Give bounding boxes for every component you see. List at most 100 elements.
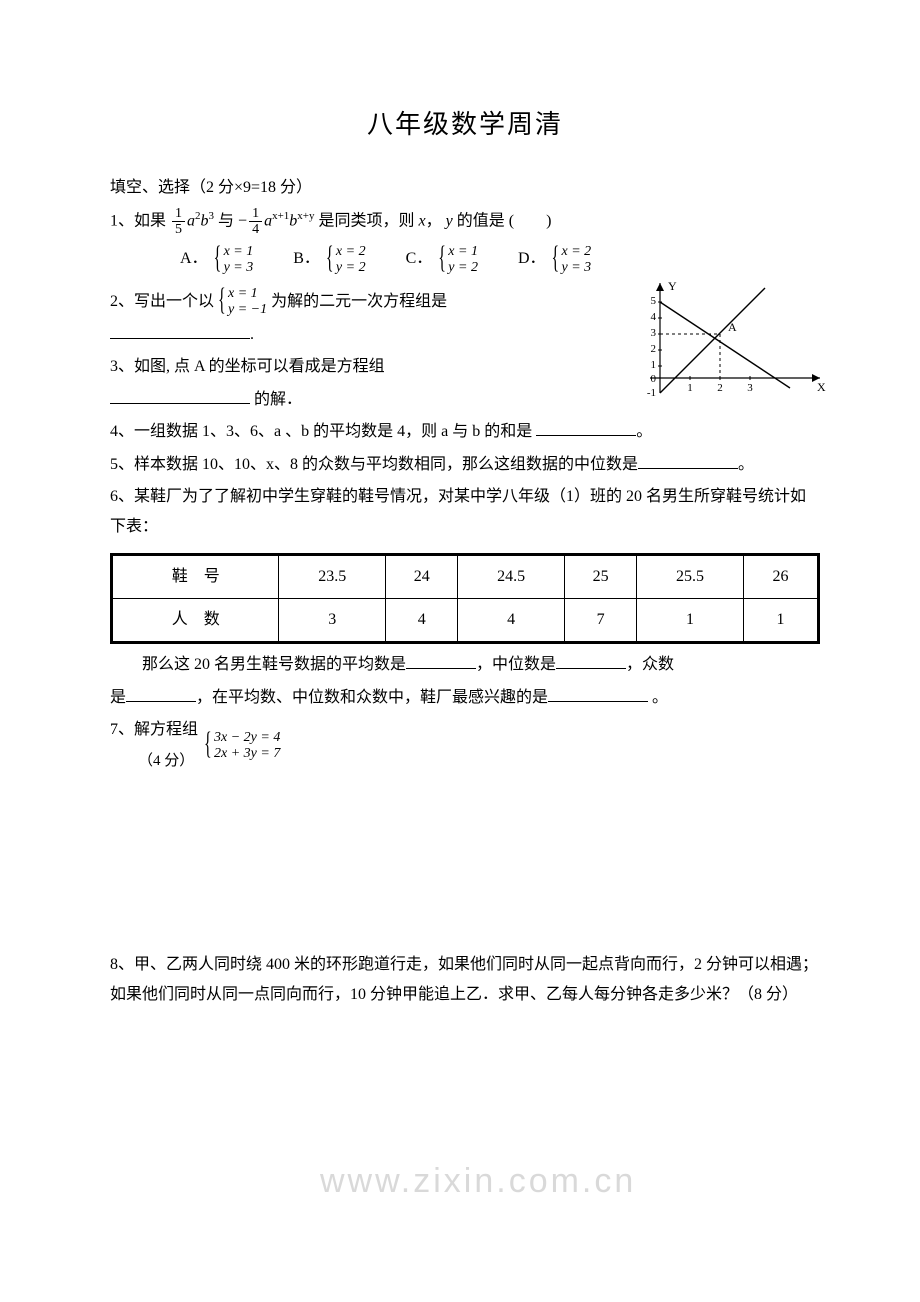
var-x: x [419, 212, 426, 229]
frac-num: 1 [249, 206, 262, 222]
td: 4 [458, 599, 565, 643]
neg-sign: − [238, 212, 247, 229]
td: 4 [386, 599, 458, 643]
ytick: 3 [651, 327, 657, 339]
text: 与 [218, 212, 234, 229]
brace: x = 2 y = 2 [326, 244, 366, 276]
question-7: 7、解方程组 （4 分） 3x − 2y = 4 2x + 3y = 7 [110, 715, 820, 776]
eq: x = 2 [336, 244, 366, 260]
text: ，众数 [626, 656, 674, 673]
exp: x+1 [272, 210, 289, 222]
question-4: 4、一组数据 1、3、6、a 、b 的平均数是 4，则 a 与 b 的和是 。 [110, 417, 820, 447]
frac-den: 5 [172, 222, 185, 237]
option-b: B． x = 2 y = 2 [293, 244, 365, 276]
option-label: A． [180, 244, 208, 274]
ytick: 1 [651, 359, 657, 371]
question-1: 1、如果 1 5 a2b3 与 − 1 4 ax+1bx+y 是同类项，则 x，… [110, 206, 820, 238]
xtick: 3 [747, 382, 753, 394]
option-c: C． x = 1 y = 2 [406, 244, 478, 276]
eq: y = 3 [562, 260, 592, 276]
eq: y = −1 [228, 302, 267, 318]
q1-prefix: 1、如果 [110, 212, 166, 229]
var-b: b [201, 212, 209, 229]
exp: x+y [297, 210, 314, 222]
ytick: 5 [651, 295, 657, 307]
xtick: 2 [717, 382, 723, 394]
ytick: 2 [651, 343, 657, 355]
text: 4、一组数据 1、3、6、a 、b 的平均数是 4，则 a 与 b 的和是 [110, 423, 536, 440]
option-a: A． x = 1 y = 3 [180, 244, 253, 276]
question-6-tail: 那么这 20 名男生鞋号数据的平均数是，中位数是，众数 [110, 650, 820, 680]
option-label: B． [293, 244, 320, 274]
text: 的解． [250, 391, 302, 408]
td: 1 [743, 599, 818, 643]
blank [126, 685, 196, 702]
blank [110, 322, 250, 339]
blank [638, 452, 738, 469]
ytick: -1 [647, 387, 656, 399]
text: . [250, 326, 254, 343]
th: 26 [743, 554, 818, 598]
ytick: 0 [651, 373, 657, 385]
question-8: 8、甲、乙两人同时绕 400 米的环形跑道行走，如果他们同时从同一起点背向而行，… [110, 950, 820, 1011]
question-5: 5、样本数据 10、10、x、8 的众数与平均数相同，那么这组数据的中位数是。 [110, 450, 820, 480]
var-y: y [446, 212, 453, 229]
coordinate-graph: X Y 5 4 3 2 1 0 -1 1 2 3 [620, 278, 830, 408]
text: 是同类项，则 [319, 212, 415, 229]
blank [548, 685, 648, 702]
brace: x = 1 y = −1 [218, 286, 267, 318]
text: 2、写出一个以 [110, 293, 214, 310]
th: 25 [565, 554, 637, 598]
question-6-tail-2: 是 ，在平均数、中位数和众数中，鞋厂最感兴趣的是 。 [110, 683, 820, 713]
table-row: 人 数 3 4 4 7 1 1 [112, 599, 819, 643]
var-a: a [264, 212, 272, 229]
text: 7、解方程组 [110, 721, 198, 738]
text: 是 [110, 689, 126, 706]
option-label: C． [406, 244, 433, 274]
q1-options: A． x = 1 y = 3 B． x = 2 y = 2 C． x = 1 y… [180, 244, 820, 276]
th: 24 [386, 554, 458, 598]
eq: x = 2 [562, 244, 592, 260]
text: 为解的二元一次方程组是 [271, 293, 447, 310]
eq: x = 1 [448, 244, 478, 260]
eq: 2x + 3y = 7 [214, 746, 280, 762]
workspace [110, 778, 820, 948]
eq: y = 3 [224, 260, 254, 276]
td: 3 [279, 599, 386, 643]
point-a-label: A [728, 320, 737, 334]
eq: y = 2 [448, 260, 478, 276]
blank [406, 652, 476, 669]
ytick: 4 [651, 311, 657, 323]
td: 7 [565, 599, 637, 643]
var-a: a [187, 212, 195, 229]
brace: x = 1 y = 3 [214, 244, 254, 276]
blank [536, 419, 636, 436]
text: 5、样本数据 10、10、x、8 的众数与平均数相同，那么这组数据的中位数是 [110, 456, 638, 473]
td: 人 数 [112, 599, 279, 643]
blank [556, 652, 626, 669]
brace: x = 2 y = 3 [552, 244, 592, 276]
eq: 3x − 2y = 4 [214, 730, 280, 746]
shoe-table: 鞋 号 23.5 24 24.5 25 25.5 26 人 数 3 4 4 7 … [110, 553, 820, 645]
text: ，中位数是 [476, 656, 556, 673]
text: ，在平均数、中位数和众数中，鞋厂最感兴趣的是 [196, 689, 548, 706]
q2-q3-block: 2、写出一个以 x = 1 y = −1 为解的二元一次方程组是 . 3、如图,… [110, 286, 820, 415]
text: 。 [648, 689, 668, 706]
text: （4 分） [138, 753, 194, 769]
brace: 3x − 2y = 4 2x + 3y = 7 [204, 730, 280, 762]
xtick: 1 [687, 382, 693, 394]
brace: x = 1 y = 2 [438, 244, 478, 276]
th: 23.5 [279, 554, 386, 598]
text: 的值是 ( ) [457, 212, 552, 229]
blank [110, 387, 250, 404]
q1-frac1: 1 5 [172, 206, 185, 238]
page-title: 八年级数学周清 [110, 100, 820, 149]
exp: 3 [209, 210, 215, 222]
th: 24.5 [458, 554, 565, 598]
question-6-intro: 6、某鞋厂为了了解初中学生穿鞋的鞋号情况，对某中学八年级（1）班的 20 名男生… [110, 482, 820, 543]
frac-den: 4 [249, 222, 262, 237]
y-axis-label: Y [668, 279, 677, 293]
td: 1 [637, 599, 744, 643]
q1-frac2: 1 4 [249, 206, 262, 238]
th: 鞋 号 [112, 554, 279, 598]
